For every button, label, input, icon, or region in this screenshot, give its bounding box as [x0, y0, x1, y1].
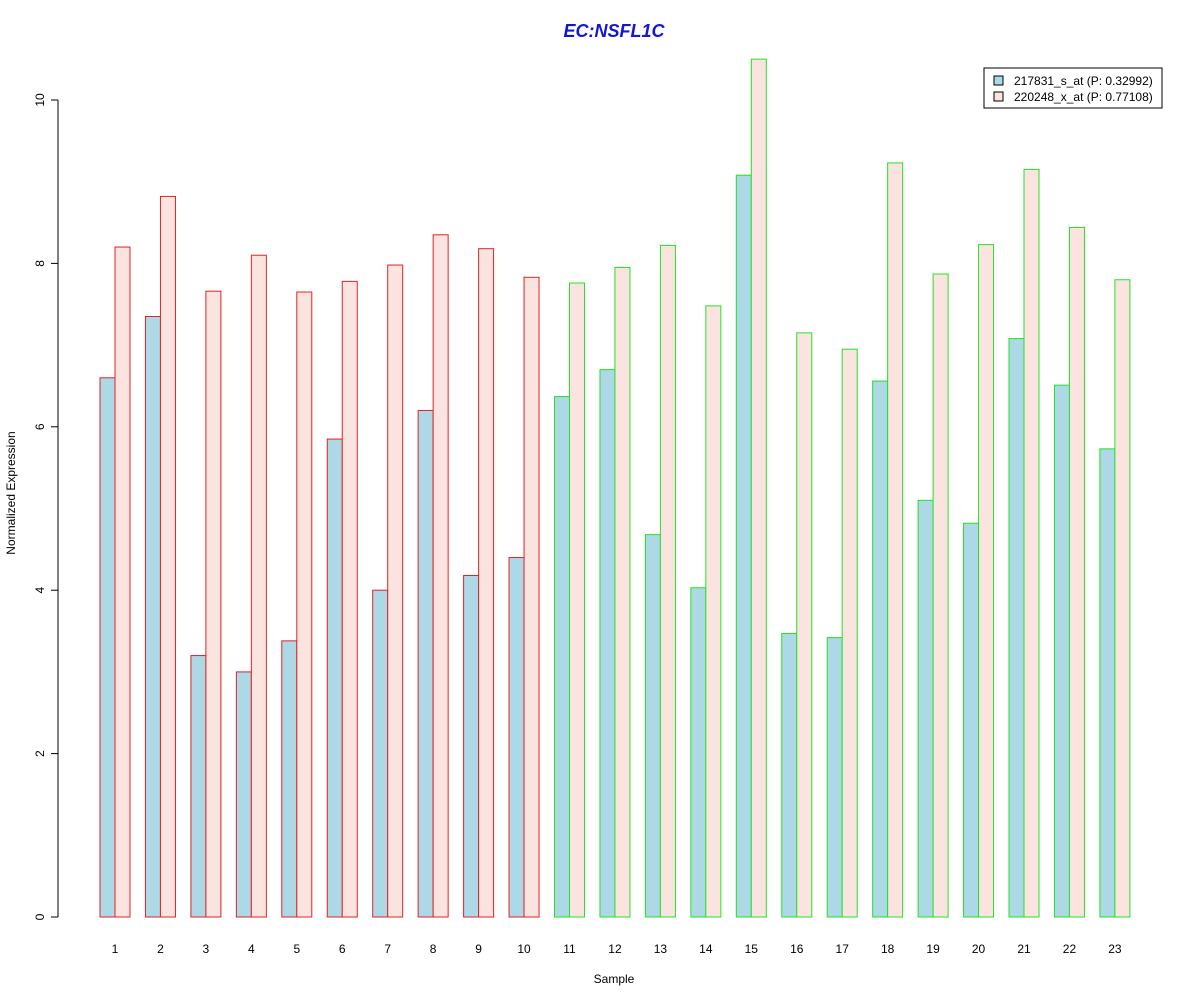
x-tick-label: 8 [430, 942, 437, 956]
bar-sample-7-series-2 [387, 264, 404, 918]
bar-sample-14-series-2 [705, 305, 722, 918]
bar-sample-11-series-2 [569, 282, 585, 918]
x-tick-label: 21 [1017, 942, 1031, 956]
bar-sample-20-series-2 [978, 244, 995, 918]
legend: 217831_s_at (P: 0.32992) 220248_x_at (P: … [983, 67, 1163, 109]
x-tick-label: 6 [339, 942, 346, 956]
bar-sample-16-series-1 [781, 633, 798, 918]
bar-sample-5-series-2 [296, 291, 313, 918]
legend-swatch [993, 75, 1004, 86]
bar-sample-15-series-1 [735, 174, 752, 918]
bar-sample-19-series-2 [932, 273, 949, 918]
bar-sample-12-series-1 [599, 369, 616, 918]
bar-sample-10-series-1 [508, 557, 525, 918]
y-tick-label: 4 [33, 587, 47, 594]
bars-group [99, 58, 1131, 918]
bar-sample-16-series-2 [796, 332, 813, 918]
x-tick-label: 17 [836, 942, 850, 956]
x-tick-label: 2 [157, 942, 164, 956]
bar-sample-8-series-1 [417, 409, 434, 918]
x-tick-label: 5 [293, 942, 300, 956]
x-tick-label: 20 [972, 942, 986, 956]
bar-sample-1-series-2 [114, 246, 131, 918]
bar-sample-17-series-2 [841, 348, 858, 918]
bar-sample-9-series-1 [463, 574, 480, 918]
bar-sample-23-series-2 [1114, 279, 1131, 918]
y-tick-label: 2 [33, 750, 47, 757]
bar-sample-2-series-2 [159, 195, 176, 918]
bar-sample-13-series-1 [644, 534, 661, 918]
x-tick-labels: 1 2 3 4 5 6 7 8 9 10 11 12 13 14 15 16 17 18 19 20 21 22 23 [112, 942, 1122, 956]
bar-sample-3-series-1 [190, 655, 207, 918]
legend-box [983, 67, 1163, 109]
bar-sample-15-series-2 [750, 58, 767, 918]
bar-sample-2-series-1 [144, 316, 161, 918]
x-tick-label: 18 [881, 942, 895, 956]
bar-sample-11-series-1 [554, 396, 570, 918]
bar-sample-5-series-1 [281, 640, 298, 918]
x-tick-label: 10 [517, 942, 531, 956]
bar-sample-10-series-2 [523, 276, 540, 918]
bar-sample-17-series-1 [826, 637, 843, 918]
x-tick-label: 16 [790, 942, 804, 956]
x-tick-label: 12 [608, 942, 622, 956]
bar-sample-4-series-2 [250, 254, 267, 918]
y-tick-label: 10 [33, 93, 47, 107]
bar-sample-13-series-2 [659, 244, 676, 918]
bar-sample-9-series-2 [478, 248, 495, 918]
bar-sample-19-series-1 [917, 499, 934, 918]
bar-sample-12-series-2 [614, 266, 631, 918]
bar-sample-20-series-1 [963, 522, 980, 918]
x-tick-label: 9 [475, 942, 482, 956]
bar-sample-8-series-2 [432, 234, 449, 918]
bar-sample-21-series-1 [1008, 338, 1025, 918]
y-axis-label: Normalized Expression [4, 431, 18, 554]
bar-sample-7-series-1 [372, 589, 389, 918]
chart-title: EC:NSFL1C [563, 21, 665, 41]
x-tick-label: 4 [248, 942, 255, 956]
x-tick-label: 1 [112, 942, 119, 956]
bar-sample-22-series-1 [1053, 384, 1070, 918]
y-tick-label: 8 [33, 260, 47, 267]
x-tick-label: 7 [384, 942, 391, 956]
x-tick-label: 11 [563, 942, 576, 956]
bar-sample-6-series-1 [326, 438, 343, 918]
bar-sample-23-series-1 [1099, 448, 1116, 918]
bar-sample-14-series-1 [690, 587, 707, 918]
bar-sample-6-series-2 [341, 280, 358, 918]
y-tick-label: 0 [33, 913, 47, 920]
x-tick-label: 14 [699, 942, 713, 956]
x-tick-label: 22 [1063, 942, 1077, 956]
x-tick-label: 13 [654, 942, 668, 956]
bar-sample-1-series-1 [99, 377, 116, 918]
y-tick-label: 6 [33, 423, 47, 430]
x-tick-label: 3 [203, 942, 210, 956]
x-tick-label: 23 [1108, 942, 1122, 956]
legend-swatch [993, 91, 1004, 102]
legend-entry-label: 217831_s_at (P: 0.32992) [1014, 74, 1153, 88]
bar-sample-4-series-1 [235, 671, 252, 918]
bar-sample-18-series-2 [887, 162, 904, 918]
y-axis: 0 2 4 6 8 10 [33, 93, 59, 920]
bar-sample-21-series-2 [1023, 168, 1040, 918]
x-axis-label: Sample [594, 972, 635, 986]
bar-sample-22-series-2 [1068, 226, 1085, 918]
x-tick-label: 19 [926, 942, 940, 956]
x-tick-label: 15 [745, 942, 759, 956]
bar-sample-3-series-2 [205, 290, 222, 918]
legend-entry-label: 220248_x_at (P: 0.77108) [1014, 90, 1153, 104]
bar-sample-18-series-1 [872, 380, 889, 918]
